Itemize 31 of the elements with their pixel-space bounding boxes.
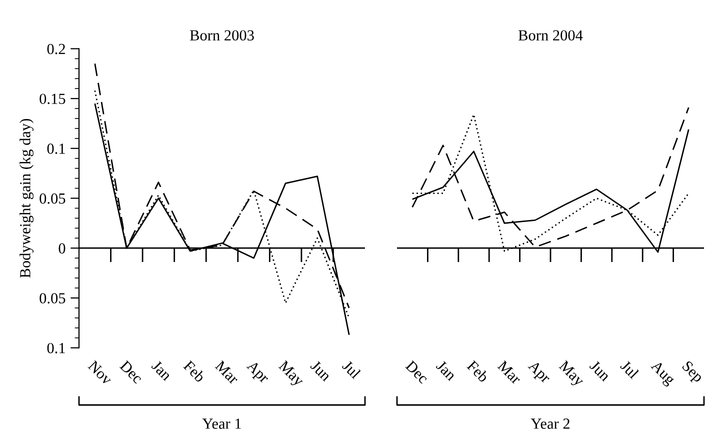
x-tick-label: Nov — [88, 360, 114, 386]
x-tick-label: Jul — [620, 360, 640, 380]
x-tick-label: Mar — [497, 360, 522, 385]
x-tick-label: Jan — [151, 360, 172, 382]
x-tick-label: May — [556, 360, 586, 389]
x-tick-label: Dec — [119, 360, 144, 384]
x-tick-label: Apr — [525, 360, 552, 386]
y-tick-label: 0.1 — [47, 342, 65, 354]
x-tick-label: Mar — [214, 360, 240, 385]
x-tick-label: Jun — [310, 360, 332, 382]
y-tick-label: 0.05 — [40, 293, 66, 304]
chart-title: Born 2003 — [190, 30, 254, 41]
y-tick-label: 0 — [58, 243, 66, 254]
text: Year 2 — [530, 418, 570, 429]
x-tick-label: Jun — [589, 360, 611, 382]
y-axis-title: Bodyweight gain (kg day) — [20, 118, 34, 278]
y-tick-label: 0.05 — [40, 193, 66, 204]
y-tick-label: 0.2 — [47, 44, 65, 54]
x-tick-label: Feb — [466, 360, 490, 383]
x-tick-label: Jan — [436, 360, 457, 382]
chart-title: Born 2004 — [518, 30, 583, 41]
x-tick-label: Aug — [648, 360, 676, 388]
x-tick-label: May — [276, 360, 305, 389]
x-tick-label: Jul — [342, 360, 362, 380]
x-tick-label: Sep — [680, 360, 704, 385]
x-tick-label: Feb — [182, 360, 206, 383]
x-tick-label: Dec — [405, 360, 429, 384]
x-tick-label: Apr — [244, 360, 270, 386]
y-tick-label: 0.1 — [47, 144, 65, 154]
text: Year 1 — [202, 418, 241, 429]
y-tick-label: 0.15 — [40, 94, 66, 104]
